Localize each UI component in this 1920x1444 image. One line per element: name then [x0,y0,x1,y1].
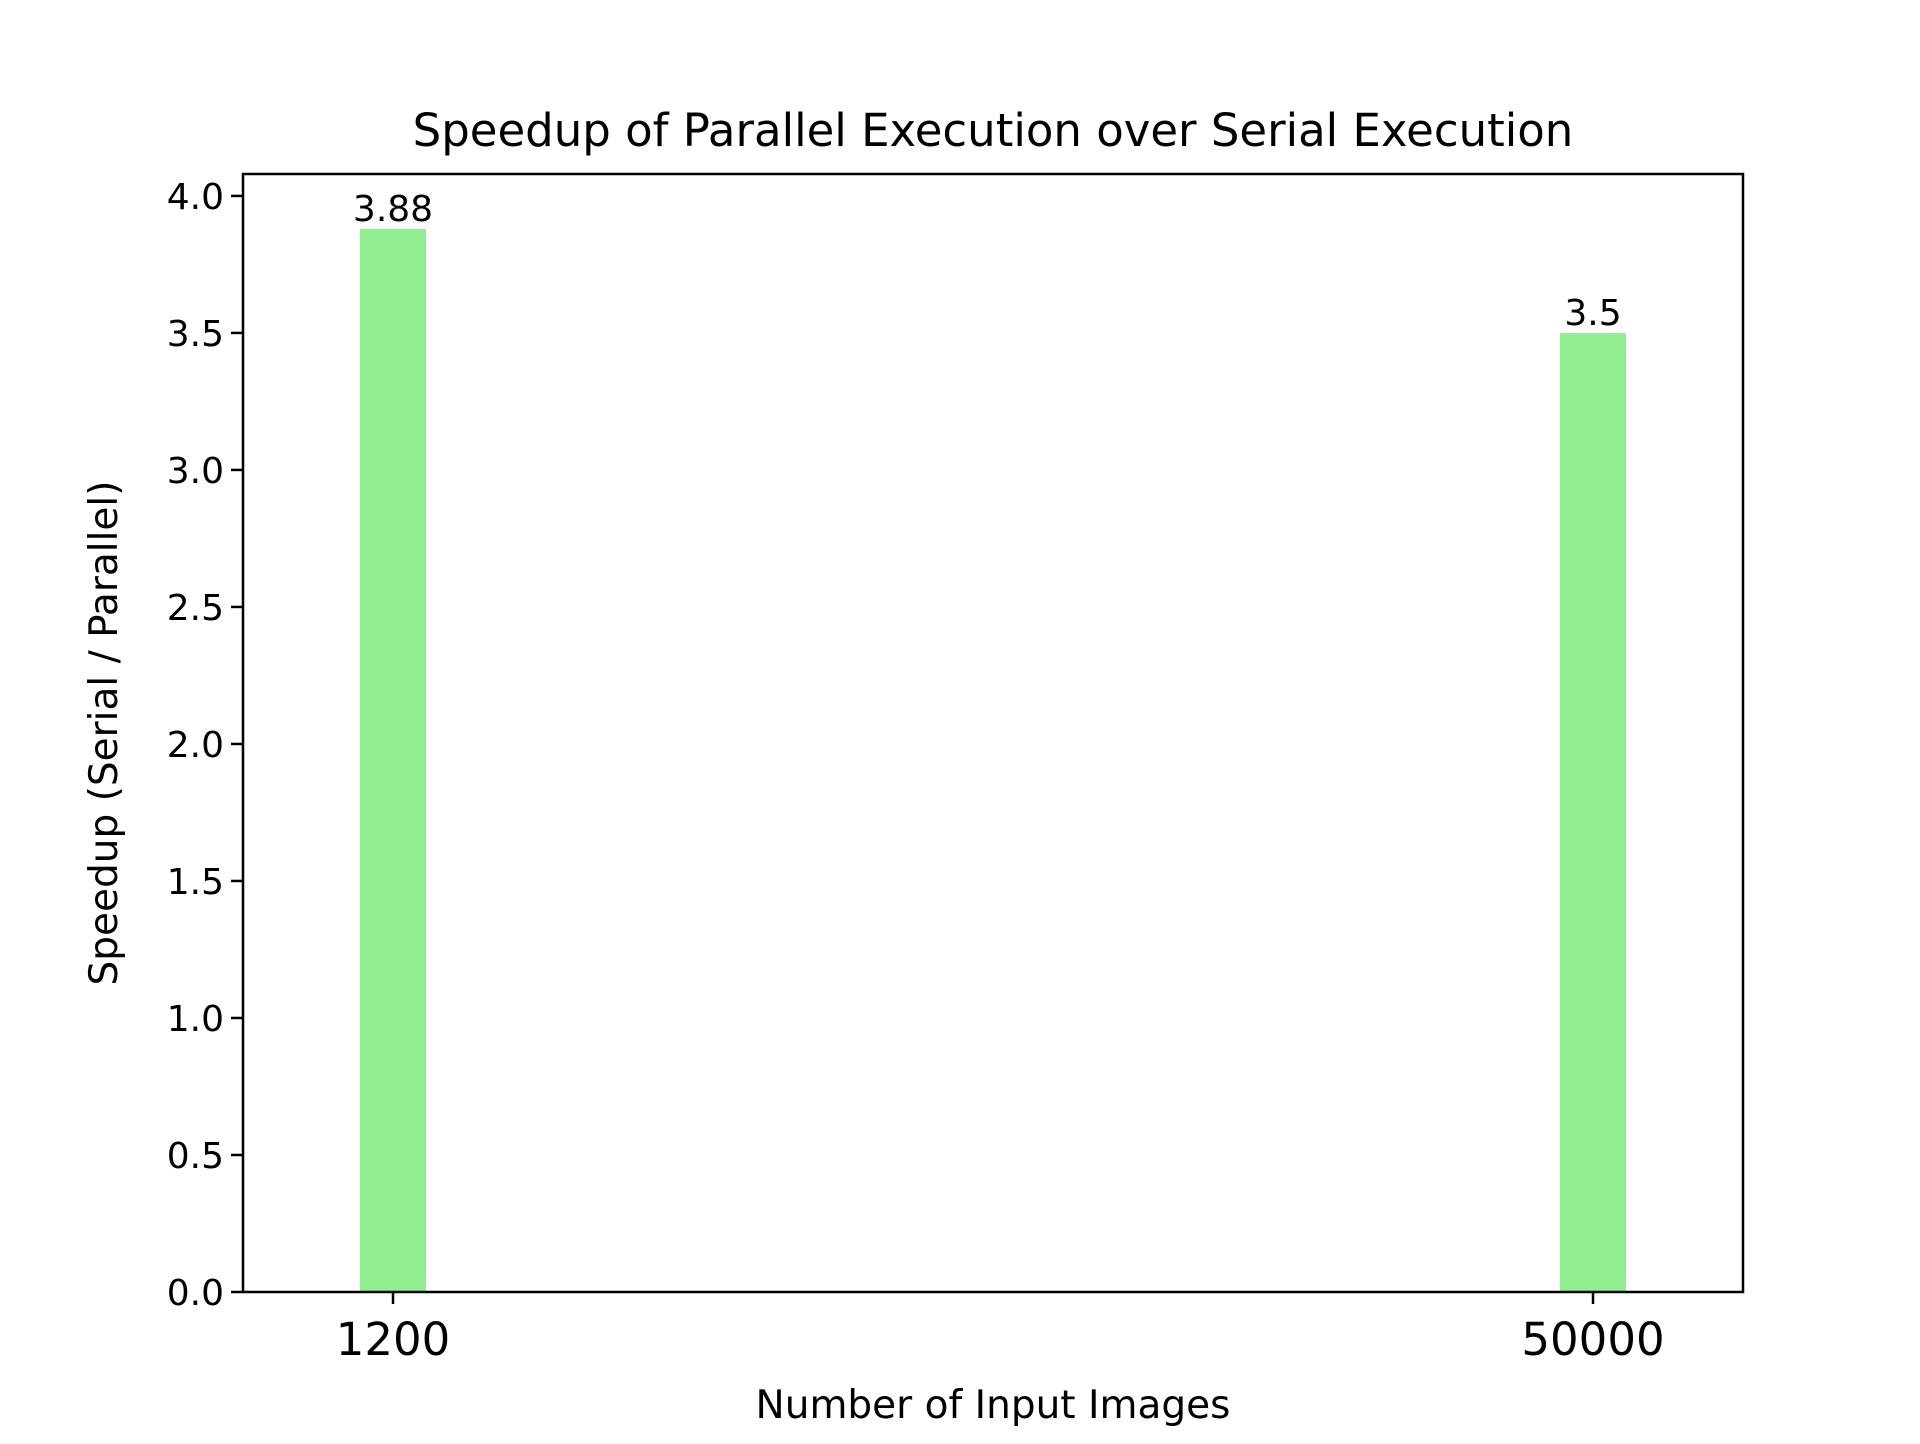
y-tick-label-4.0: 4.0 [167,177,224,218]
y-tick-label-0.5: 0.5 [167,1136,224,1177]
bar-value-label-1200: 3.88 [353,189,433,230]
y-tick-label-0.0: 0.0 [167,1273,224,1314]
y-axis-label: Speedup (Serial / Parallel) [82,481,127,986]
y-tick-label-3.5: 3.5 [167,314,224,355]
x-axis: 1200 50000 [336,1292,1665,1366]
bar-value-label-50000: 3.5 [1564,293,1621,334]
x-axis-label: Number of Input Images [756,1383,1231,1428]
x-tick-label-50000: 50000 [1521,1313,1664,1366]
chart-title: Speedup of Parallel Execution over Seria… [413,104,1574,157]
y-tick-label-2.5: 2.5 [167,588,224,629]
bars-layer: 3.88 3.5 [353,189,1626,1292]
y-tick-label-3.0: 3.0 [167,451,224,492]
y-tick-label-2.0: 2.0 [167,725,224,766]
y-axis: 0.0 0.5 1.0 1.5 2.0 2.5 3.0 3.5 4.0 [167,177,243,1314]
y-tick-label-1.0: 1.0 [167,999,224,1040]
bar-1200 [360,228,426,1292]
y-tick-label-1.5: 1.5 [167,862,224,903]
x-tick-label-1200: 1200 [336,1313,451,1366]
bar-50000 [1560,332,1626,1292]
plot-frame [241,172,1745,1294]
